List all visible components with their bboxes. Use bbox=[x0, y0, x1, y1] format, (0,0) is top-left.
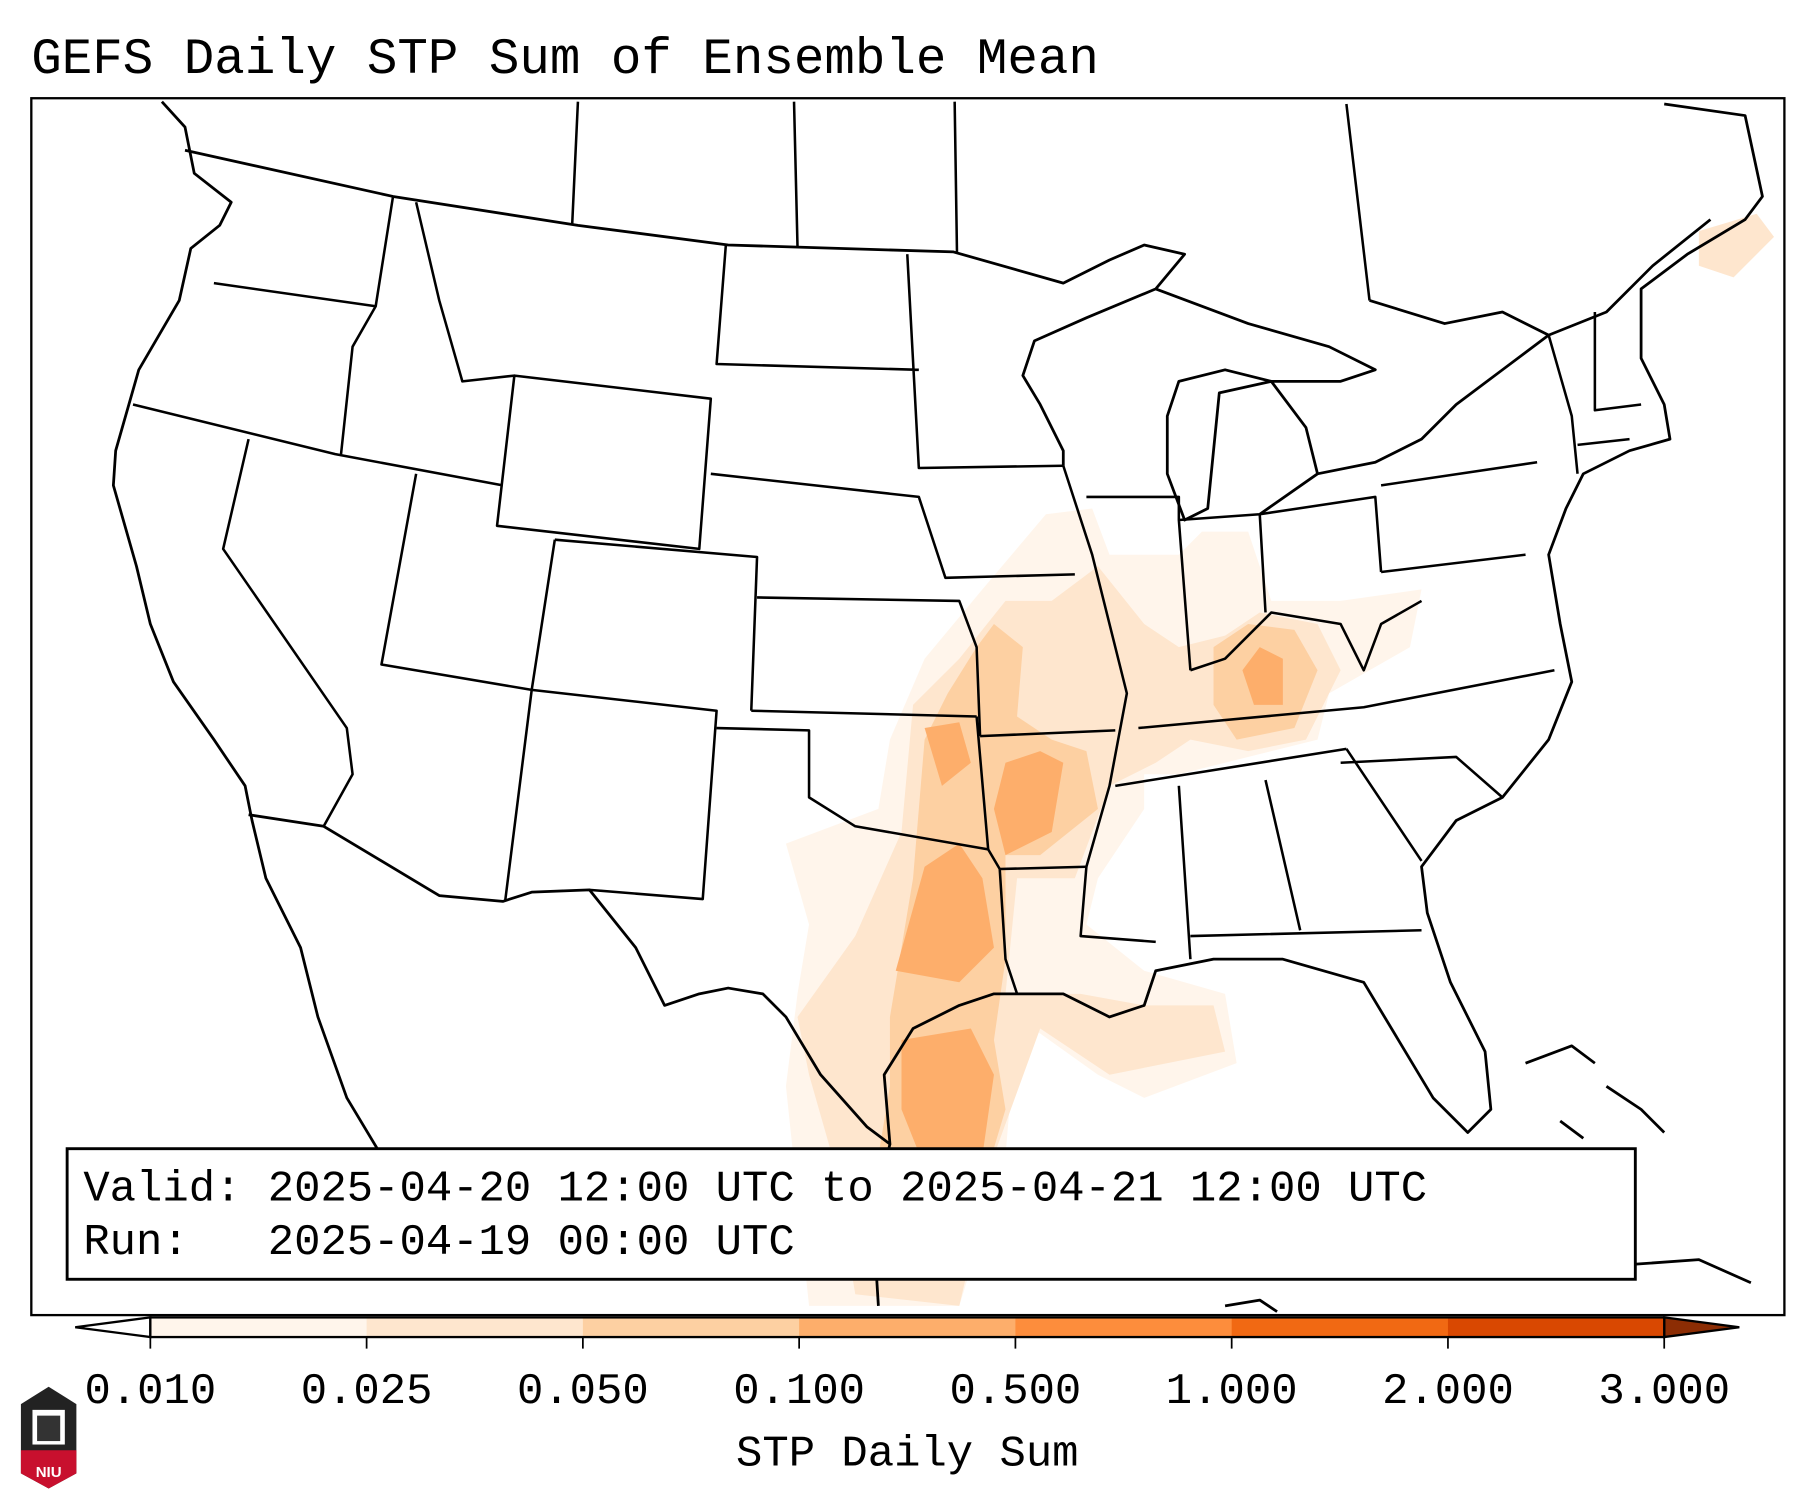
colorbar-segment bbox=[799, 1317, 1016, 1338]
valid-time-text: Valid: 2025-04-20 12:00 UTC to 2025-04-2… bbox=[83, 1165, 1427, 1215]
niu-logo: NIU bbox=[20, 1386, 77, 1489]
map-frame bbox=[30, 97, 1786, 1317]
map-panel bbox=[30, 97, 1786, 1317]
logo-text: NIU bbox=[36, 1464, 62, 1481]
colorbar-tick-label: 0.010 bbox=[84, 1367, 216, 1417]
colorbar-segment bbox=[366, 1317, 584, 1338]
colorbar-segment bbox=[1447, 1317, 1665, 1338]
stp-shading bbox=[785, 213, 1774, 1306]
info-box: Valid: 2025-04-20 12:00 UTC to 2025-04-2… bbox=[65, 1147, 1637, 1281]
colorbar: 0.010 0.025 0.050 0.100 0.500 1.000 2.000 3.000 bbox=[75, 1316, 1740, 1417]
colorbar-over-extend bbox=[1663, 1316, 1740, 1339]
colorbar-segment bbox=[150, 1317, 368, 1338]
colorbar-tick-label: 0.100 bbox=[733, 1367, 865, 1417]
page-title: GEFS Daily STP Sum of Ensemble Mean bbox=[31, 32, 1099, 89]
colorbar-tick-label: 0.050 bbox=[517, 1367, 649, 1417]
colorbar-outline bbox=[149, 1316, 1666, 1339]
state-borders bbox=[132, 101, 1642, 995]
colorbar-segment bbox=[582, 1317, 800, 1338]
run-time-text: Run: 2025-04-19 00:00 UTC bbox=[83, 1218, 794, 1268]
colorbar-tick-label: 3.000 bbox=[1598, 1367, 1730, 1417]
colorbar-segment bbox=[1015, 1317, 1233, 1338]
colorbar-tick-label: 1.000 bbox=[1166, 1367, 1298, 1417]
colorbar-segment bbox=[1231, 1317, 1449, 1338]
colorbar-tick-label: 2.000 bbox=[1382, 1367, 1514, 1417]
colorbar-tick-label: 0.500 bbox=[950, 1367, 1082, 1417]
colorbar-under-extend bbox=[75, 1316, 152, 1339]
colorbar-label: STP Daily Sum bbox=[736, 1429, 1079, 1479]
colorbar-tick-label: 0.025 bbox=[301, 1367, 433, 1417]
